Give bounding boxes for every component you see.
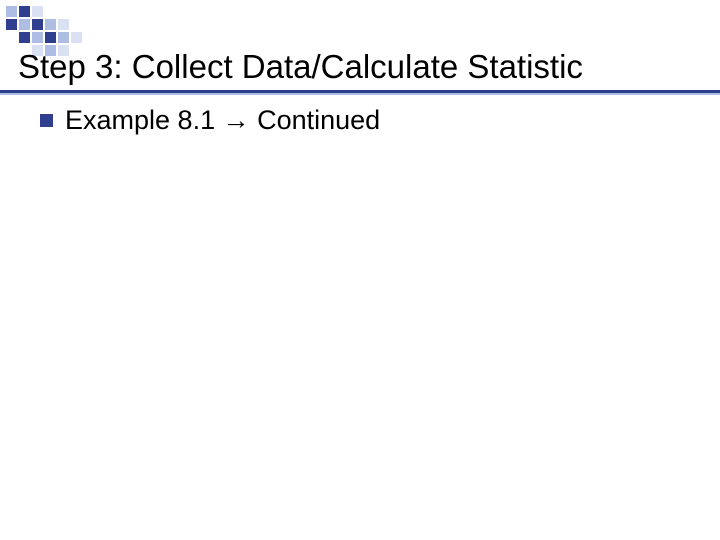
body-area: Example 8.1 → Continued — [40, 105, 380, 136]
bullet-text: Example 8.1 → Continued — [65, 105, 380, 136]
title-underline-light — [0, 93, 720, 95]
bullet-item: Example 8.1 → Continued — [40, 105, 380, 136]
bullet-square-icon — [40, 114, 53, 127]
slide: Step 3: Collect Data/Calculate Statistic… — [0, 0, 720, 540]
slide-title: Step 3: Collect Data/Calculate Statistic — [18, 48, 583, 86]
